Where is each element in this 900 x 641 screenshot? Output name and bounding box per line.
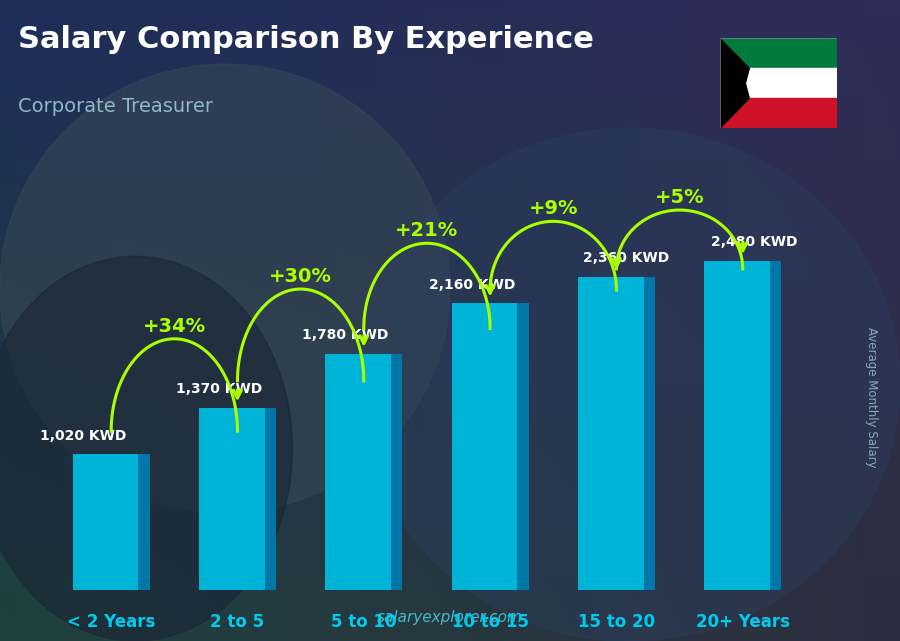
Text: Average Monthly Salary: Average Monthly Salary xyxy=(865,327,878,468)
Text: salaryexplorer.com: salaryexplorer.com xyxy=(377,610,523,625)
Text: < 2 Years: < 2 Years xyxy=(67,613,156,631)
Ellipse shape xyxy=(0,256,292,641)
Text: 1,780 KWD: 1,780 KWD xyxy=(302,328,389,342)
Polygon shape xyxy=(644,277,655,590)
Polygon shape xyxy=(139,454,149,590)
Bar xyxy=(704,261,770,590)
Text: 15 to 20: 15 to 20 xyxy=(578,613,655,631)
Text: +34%: +34% xyxy=(143,317,206,336)
Text: 2,360 KWD: 2,360 KWD xyxy=(583,251,669,265)
Text: 10 to 15: 10 to 15 xyxy=(452,613,528,631)
Text: +9%: +9% xyxy=(528,199,578,219)
Bar xyxy=(720,98,837,128)
Bar xyxy=(73,454,139,590)
Bar xyxy=(199,408,265,590)
Bar xyxy=(720,69,837,98)
Text: 20+ Years: 20+ Years xyxy=(696,613,789,631)
Text: 1,020 KWD: 1,020 KWD xyxy=(40,429,126,443)
Text: +30%: +30% xyxy=(269,267,332,286)
Text: Salary Comparison By Experience: Salary Comparison By Experience xyxy=(18,26,594,54)
Polygon shape xyxy=(518,303,528,590)
Polygon shape xyxy=(770,261,781,590)
Polygon shape xyxy=(265,408,276,590)
Text: +21%: +21% xyxy=(395,221,459,240)
Polygon shape xyxy=(720,38,749,128)
Text: 1,370 KWD: 1,370 KWD xyxy=(176,383,262,397)
Text: Corporate Treasurer: Corporate Treasurer xyxy=(18,97,213,116)
Bar xyxy=(578,277,644,590)
Bar xyxy=(452,303,518,590)
Text: 5 to 10: 5 to 10 xyxy=(331,613,397,631)
Text: 2,480 KWD: 2,480 KWD xyxy=(712,235,798,249)
Text: 2 to 5: 2 to 5 xyxy=(211,613,265,631)
Ellipse shape xyxy=(360,128,900,641)
Bar xyxy=(325,354,391,590)
Text: +5%: +5% xyxy=(655,188,705,207)
Ellipse shape xyxy=(0,64,450,513)
Text: 2,160 KWD: 2,160 KWD xyxy=(428,278,515,292)
Polygon shape xyxy=(391,354,402,590)
Bar xyxy=(720,38,837,69)
